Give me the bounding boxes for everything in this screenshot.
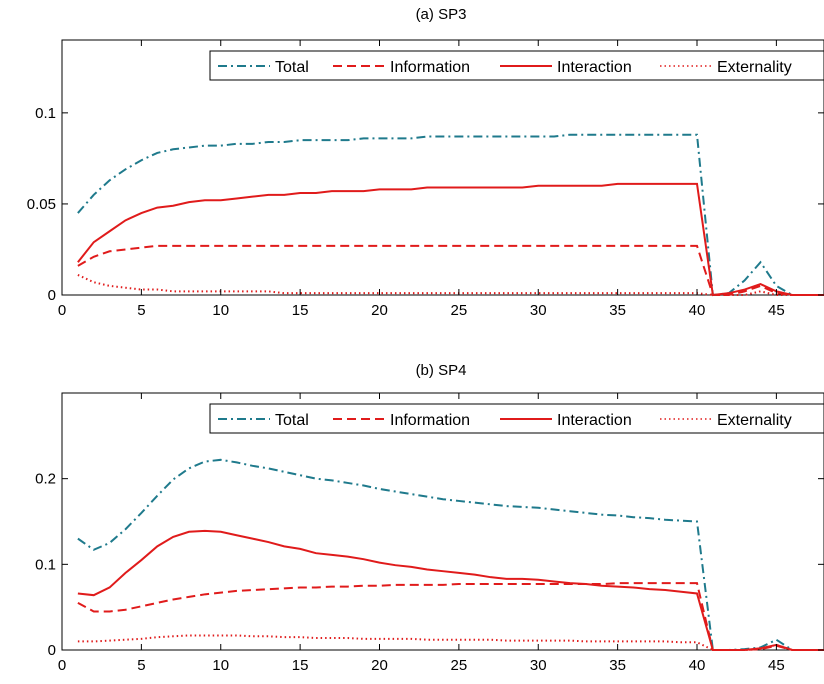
x-tick-label: 15 bbox=[292, 302, 309, 319]
x-axis: 0 5 10 15 20 25 30 35 40 45 bbox=[58, 40, 785, 319]
x-tick-label: 45 bbox=[768, 302, 785, 319]
y-tick-label: 0.05 bbox=[27, 196, 56, 213]
legend-label: Externality bbox=[717, 59, 792, 76]
plot-series-layer bbox=[78, 460, 824, 650]
x-tick-label: 30 bbox=[530, 657, 547, 674]
x-tick-label: 10 bbox=[212, 657, 229, 674]
legend-label: Externality bbox=[717, 412, 792, 429]
x-tick-label: 10 bbox=[212, 302, 229, 319]
y-tick-label: 0.2 bbox=[35, 471, 56, 488]
x-tick-label: 35 bbox=[609, 302, 626, 319]
x-tick-label: 40 bbox=[689, 302, 706, 319]
y-tick-label: 0.1 bbox=[35, 556, 56, 573]
plot-series-layer bbox=[78, 135, 824, 295]
legend-label: Interaction bbox=[557, 412, 632, 429]
series-line-total bbox=[78, 460, 824, 650]
x-tick-label: 40 bbox=[689, 657, 706, 674]
x-tick-label: 25 bbox=[451, 657, 468, 674]
x-tick-label: 0 bbox=[58, 302, 66, 319]
panel-title: (b) SP4 bbox=[416, 362, 467, 379]
legend-label: Information bbox=[390, 59, 470, 76]
legend-label: Total bbox=[275, 412, 309, 429]
x-tick-label: 20 bbox=[371, 302, 388, 319]
x-tick-label: 25 bbox=[451, 302, 468, 319]
x-tick-label: 30 bbox=[530, 302, 547, 319]
panel-sp4: (b) SP4 0 5 10 15 20 25 30 35 40 45 0 0.1 0.2 Total… bbox=[35, 362, 824, 674]
x-tick-label: 45 bbox=[768, 657, 785, 674]
legend: Total Information Interaction Externality bbox=[210, 51, 824, 80]
x-axis: 0 5 10 15 20 25 30 35 40 45 bbox=[58, 393, 785, 674]
x-tick-label: 15 bbox=[292, 657, 309, 674]
legend-label: Interaction bbox=[557, 59, 632, 76]
x-tick-label: 5 bbox=[137, 302, 145, 319]
y-tick-label: 0.1 bbox=[35, 105, 56, 122]
legend-label: Total bbox=[275, 59, 309, 76]
x-tick-label: 0 bbox=[58, 657, 66, 674]
series-line-total bbox=[78, 135, 824, 295]
panel-title: (a) SP3 bbox=[416, 6, 467, 23]
x-tick-label: 35 bbox=[609, 657, 626, 674]
y-tick-label: 0 bbox=[48, 287, 56, 304]
y-tick-label: 0 bbox=[48, 642, 56, 659]
legend-label: Information bbox=[390, 412, 470, 429]
x-tick-label: 20 bbox=[371, 657, 388, 674]
series-line-interaction bbox=[78, 531, 824, 650]
panel-sp3: (a) SP3 0 5 10 15 20 25 30 35 40 45 0 0.05 0.1 Tota… bbox=[27, 6, 824, 319]
x-tick-label: 5 bbox=[137, 657, 145, 674]
legend: Total Information Interaction Externality bbox=[210, 404, 824, 433]
